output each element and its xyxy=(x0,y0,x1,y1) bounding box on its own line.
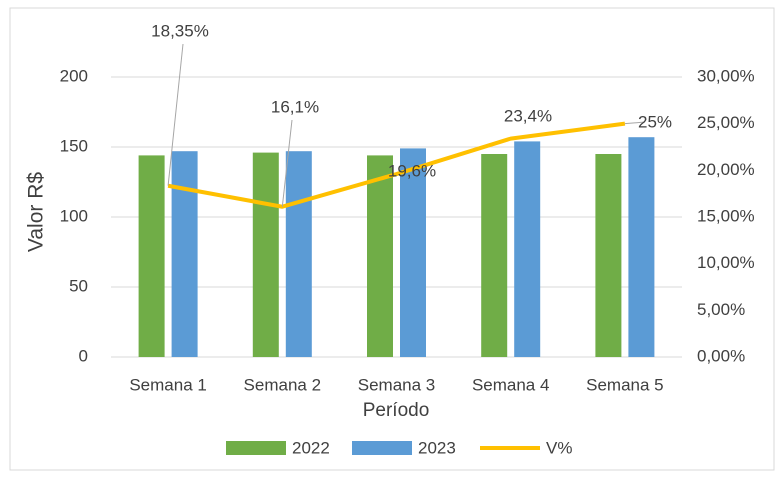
bar xyxy=(171,151,198,357)
y2-tick-label: 30,00% xyxy=(697,66,755,85)
leader-line xyxy=(281,119,293,207)
y2-tick-label: 5,00% xyxy=(697,300,745,319)
legend-swatch xyxy=(226,441,286,455)
x-tick-label: Semana 5 xyxy=(586,375,664,394)
legend-label: 2023 xyxy=(418,438,456,457)
y2-tick-label: 0,00% xyxy=(697,346,745,365)
y2-tick-label: 25,00% xyxy=(697,113,755,132)
data-label: 18,35% xyxy=(151,21,209,40)
leader-line xyxy=(624,121,646,125)
x-axis-title: Período xyxy=(363,400,430,421)
bar xyxy=(595,154,622,357)
x-tick-label: Semana 4 xyxy=(472,375,550,394)
y-tick-label: 50 xyxy=(69,276,88,295)
legend-label: 2022 xyxy=(292,438,330,457)
y-tick-label: 100 xyxy=(60,206,88,225)
bar xyxy=(285,151,312,357)
y2-tick-label: 20,00% xyxy=(697,160,755,179)
bar xyxy=(138,155,165,357)
y-tick-label: 0 xyxy=(79,346,88,365)
bar xyxy=(400,148,426,357)
line-series xyxy=(167,121,626,209)
bar xyxy=(367,155,393,357)
bar xyxy=(481,154,508,357)
data-label: 23,4% xyxy=(504,106,552,125)
y2-tick-label: 10,00% xyxy=(697,253,755,272)
y-tick-label: 200 xyxy=(60,66,88,85)
data-label: 25% xyxy=(638,112,672,131)
y2-tick-label: 15,00% xyxy=(697,206,755,225)
y-tick-label: 150 xyxy=(60,136,88,155)
x-tick-label: Semana 2 xyxy=(244,375,322,394)
data-label: 16,1% xyxy=(271,97,319,116)
legend-label: V% xyxy=(546,438,572,457)
bar xyxy=(252,152,279,357)
leader-line xyxy=(167,43,184,186)
x-tick-label: Semana 1 xyxy=(129,375,207,394)
data-label: 19,6% xyxy=(388,161,436,180)
bar xyxy=(514,141,541,357)
x-tick-label: Semana 3 xyxy=(358,375,436,394)
y-axis-title: Valor R$ xyxy=(25,172,48,252)
bar xyxy=(628,137,655,357)
legend-swatch xyxy=(352,441,412,455)
